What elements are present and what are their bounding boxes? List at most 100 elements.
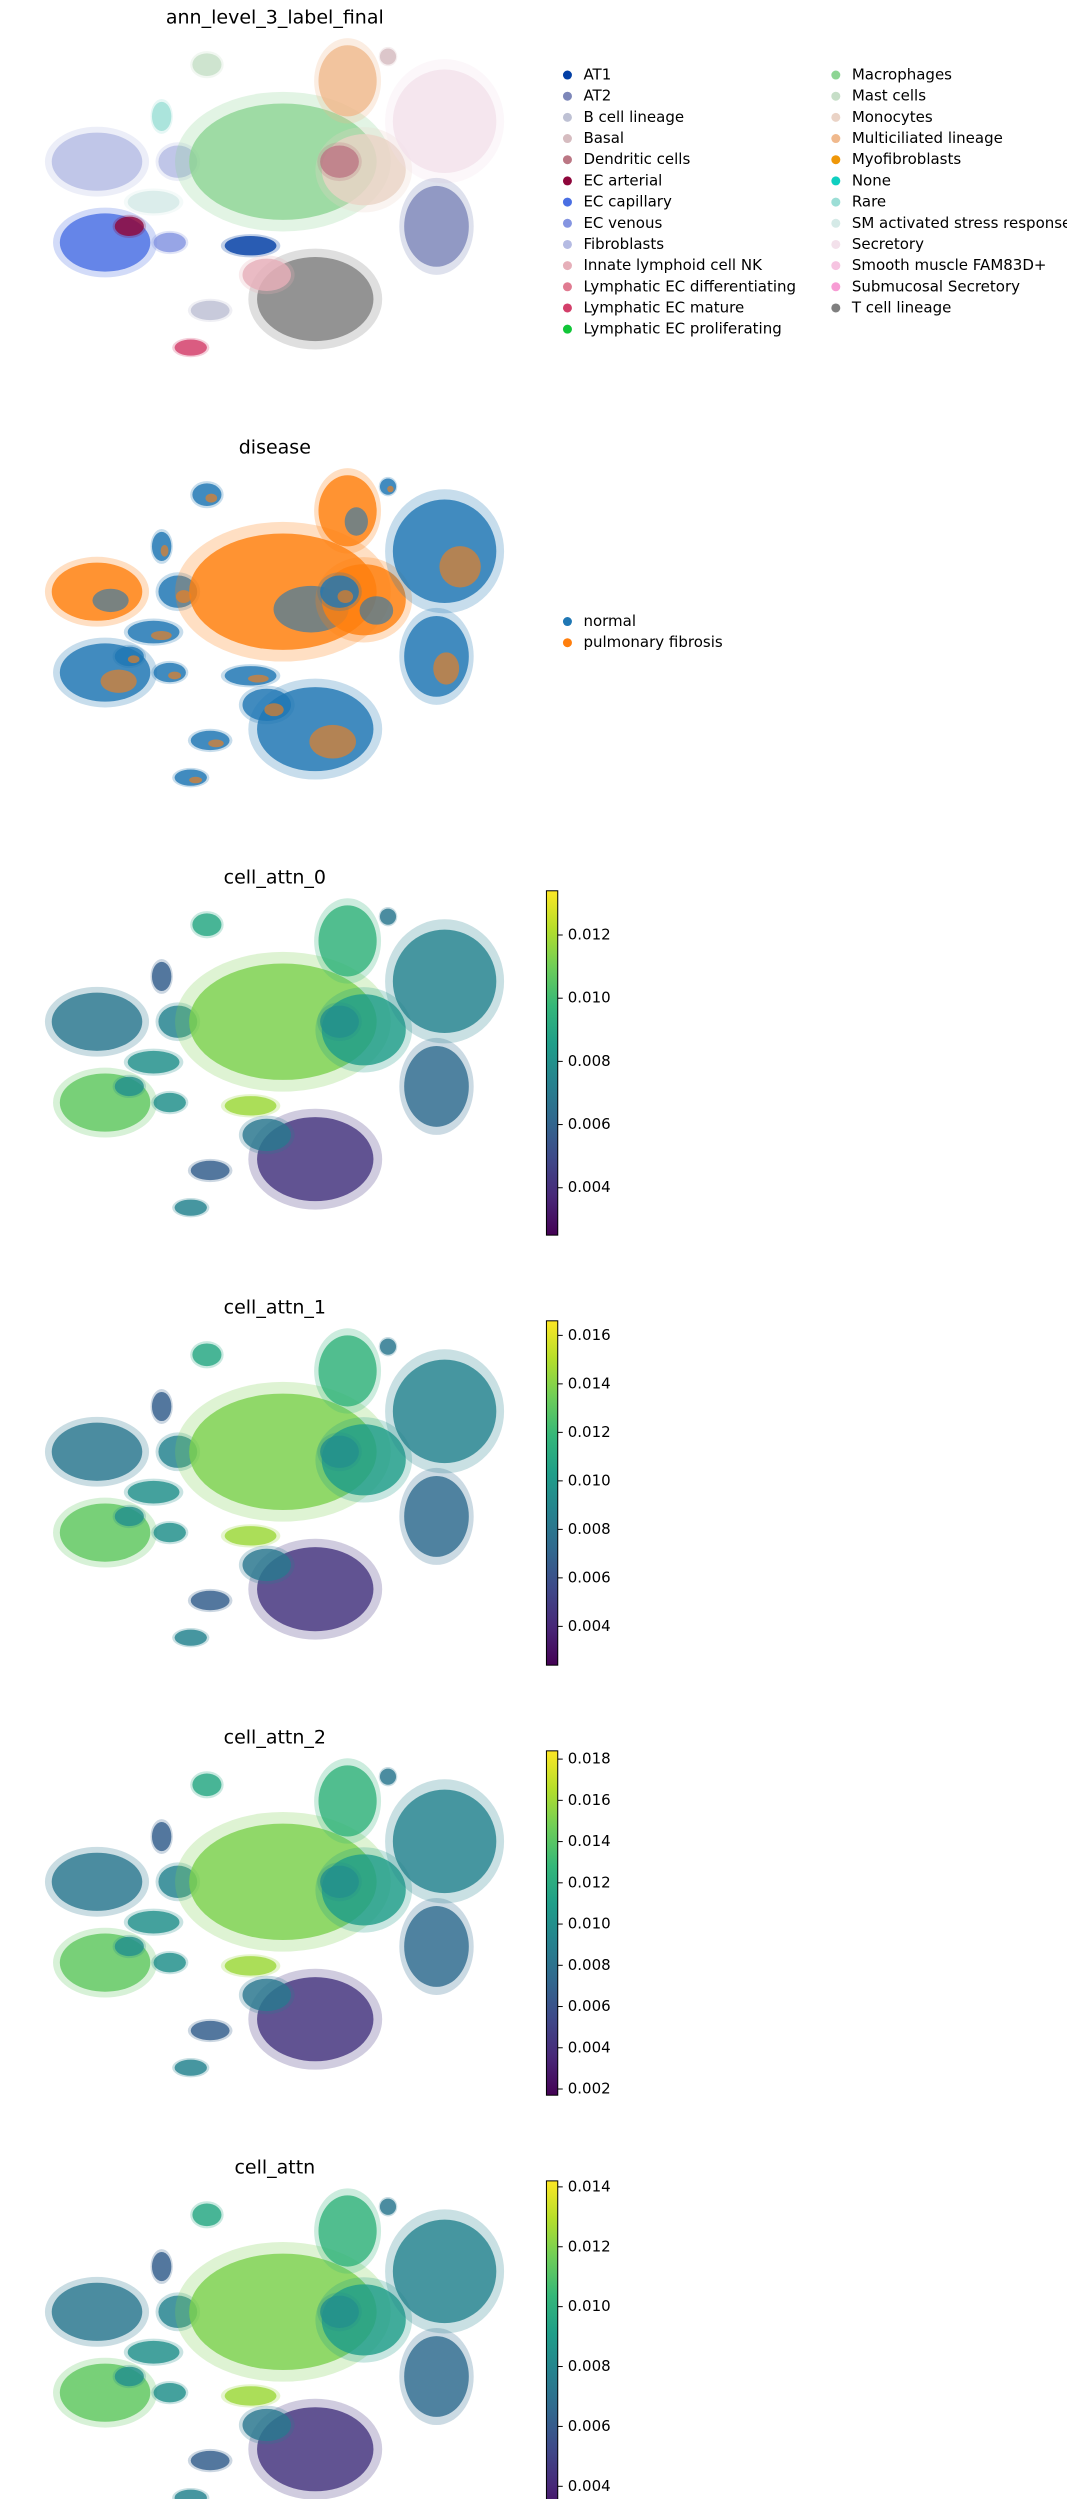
panel: disease normal pulmonary fibrosis	[44, 436, 723, 788]
colorbar	[545, 2180, 559, 2499]
legend-marker	[831, 282, 841, 292]
cell-cluster-mix	[387, 485, 394, 493]
legend-marker	[562, 70, 572, 80]
legend-label: Secretory	[852, 235, 924, 253]
cell-cluster	[174, 339, 207, 356]
panel: cell_attn 0.004 0.006 0.008 0.010 0.012 0.014	[44, 2156, 611, 2499]
cell-cluster	[192, 53, 222, 76]
cell-cluster	[318, 2195, 377, 2267]
legend-marker	[562, 155, 572, 165]
cell-cluster	[224, 2386, 277, 2406]
legend-marker	[562, 324, 572, 334]
legend-label: Fibroblasts	[583, 235, 664, 253]
cell-cluster	[224, 1956, 277, 1976]
panel: cell_attn_1 0.004 0.006 0.008 0.010 0.012 0.01…	[44, 1296, 611, 1666]
cell-cluster	[174, 769, 207, 786]
legend-marker	[562, 638, 572, 648]
legend-label: AT2	[583, 87, 611, 105]
cell-cluster-mix	[359, 596, 394, 625]
cell-cluster	[189, 103, 377, 220]
cell-cluster	[192, 483, 222, 507]
cell-cluster	[189, 963, 377, 1080]
legend-label: Multiciliated lineage	[852, 129, 1003, 147]
cell-cluster	[127, 1910, 180, 1934]
cell-cluster	[158, 2295, 198, 2328]
cell-cluster-mix	[189, 776, 203, 784]
cell-cluster	[153, 1952, 186, 1973]
cell-cluster-mix	[150, 630, 172, 641]
cell-cluster-mix	[127, 655, 140, 664]
cell-cluster	[404, 1045, 469, 1127]
colorbar-tick-label: 0.016	[568, 1326, 611, 1344]
cell-cluster	[379, 1338, 397, 1355]
cell-cluster-mix	[92, 588, 129, 613]
colorbar-tick-label: 0.006	[568, 1997, 611, 2015]
colorbar-tick-label: 0.004	[568, 1617, 611, 1635]
cell-cluster	[242, 2408, 291, 2442]
cell-cluster	[158, 145, 198, 178]
legend-marker	[831, 155, 841, 165]
legend-label: T cell lineage	[851, 298, 952, 316]
cell-cluster	[127, 190, 180, 214]
cell-cluster	[318, 1765, 377, 1837]
legend-label: Lymphatic EC proliferating	[583, 320, 781, 338]
colorbar-tick-label: 0.004	[568, 2038, 611, 2056]
panel: cell_attn_0 0.004 0.006 0.008 0.010 0.012	[44, 866, 611, 1236]
legend-label: EC arterial	[583, 171, 662, 189]
legend-marker	[831, 197, 841, 207]
panel: ann_level_3_label_final AT1 AT2 B cell line…	[44, 6, 1067, 358]
cell-cluster	[192, 2203, 222, 2227]
cell-cluster	[158, 1005, 198, 1038]
cell-cluster	[379, 478, 397, 495]
cell-cluster	[320, 1005, 359, 1038]
cell-cluster	[242, 1118, 291, 1152]
cell-cluster	[224, 1096, 277, 1116]
cell-cluster	[158, 1435, 198, 1468]
legend-marker	[562, 282, 572, 292]
colorbar	[545, 890, 559, 1236]
cell-cluster	[379, 48, 397, 65]
colorbar-tick-label: 0.008	[568, 1956, 611, 1974]
cell-cluster	[404, 615, 469, 697]
legend-label: EC capillary	[583, 193, 672, 211]
legend-marker	[831, 218, 841, 228]
cell-cluster	[51, 2282, 143, 2341]
cell-cluster	[242, 1978, 291, 2012]
cell-cluster	[114, 646, 144, 667]
cell-cluster	[190, 300, 230, 321]
cell-cluster	[51, 1852, 143, 1911]
legend-label: Mast cells	[852, 87, 926, 105]
cell-cluster	[320, 1435, 359, 1468]
cell-cluster	[153, 662, 186, 683]
panel: cell_attn_2 0.002 0.004 0.006 0.008 0.010 0.01…	[44, 1726, 611, 2098]
chart-title: cell_attn_1	[224, 1296, 326, 1318]
embedding	[44, 1758, 505, 2078]
cell-cluster	[192, 1773, 222, 1797]
colorbar-tick-label: 0.012	[568, 1873, 611, 1891]
cell-cluster	[51, 562, 143, 621]
legend-label: Macrophages	[852, 66, 952, 84]
legend-marker	[831, 261, 841, 271]
legend-marker	[831, 176, 841, 186]
cell-cluster	[392, 929, 497, 1034]
legend-marker	[831, 112, 841, 122]
cell-cluster	[174, 2059, 207, 2076]
colorbar-tick-label: 0.006	[568, 1115, 611, 1133]
cell-cluster	[190, 2020, 230, 2041]
cell-cluster	[174, 2489, 207, 2499]
colorbar-tick-label: 0.004	[568, 1178, 611, 1196]
legend-label: Submucosal Secretory	[852, 277, 1020, 295]
cell-cluster	[190, 2450, 230, 2471]
legend-label: Lymphatic EC mature	[583, 298, 744, 316]
cell-cluster	[320, 575, 359, 608]
cell-cluster	[151, 1821, 172, 1852]
legend-label: Dendritic cells	[583, 150, 690, 168]
cell-cluster-mix	[247, 674, 269, 683]
cell-cluster-mix	[175, 590, 192, 604]
embedding	[44, 468, 505, 788]
legend-label: Lymphatic EC differentiating	[583, 277, 796, 295]
colorbar-tick-label: 0.004	[568, 2477, 611, 2495]
cell-cluster-mix	[344, 507, 368, 536]
cell-cluster	[189, 1823, 377, 1941]
